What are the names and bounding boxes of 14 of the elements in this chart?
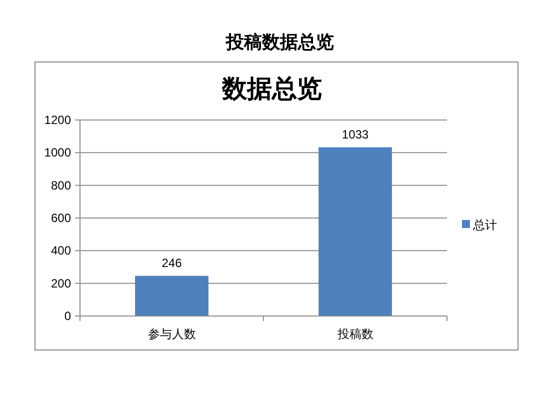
y-tick-label: 600 xyxy=(50,211,72,225)
data-label: 246 xyxy=(162,256,182,270)
chart-title: 投稿数据总览 xyxy=(225,32,334,53)
y-tick-label: 1200 xyxy=(44,113,72,127)
chart-subtitle: 数据总览 xyxy=(221,74,322,103)
data-label: 1033 xyxy=(342,127,369,142)
y-tick-label: 400 xyxy=(50,244,72,258)
y-tick-label: 200 xyxy=(50,276,72,290)
y-tick-label: 800 xyxy=(50,178,72,192)
y-tick-label: 1000 xyxy=(44,146,72,160)
y-tick-label: 0 xyxy=(64,309,72,323)
x-tick-label: 投稿数 xyxy=(336,327,374,341)
x-tick-label: 参与人数 xyxy=(148,327,196,341)
legend-label: 总计 xyxy=(472,218,497,232)
